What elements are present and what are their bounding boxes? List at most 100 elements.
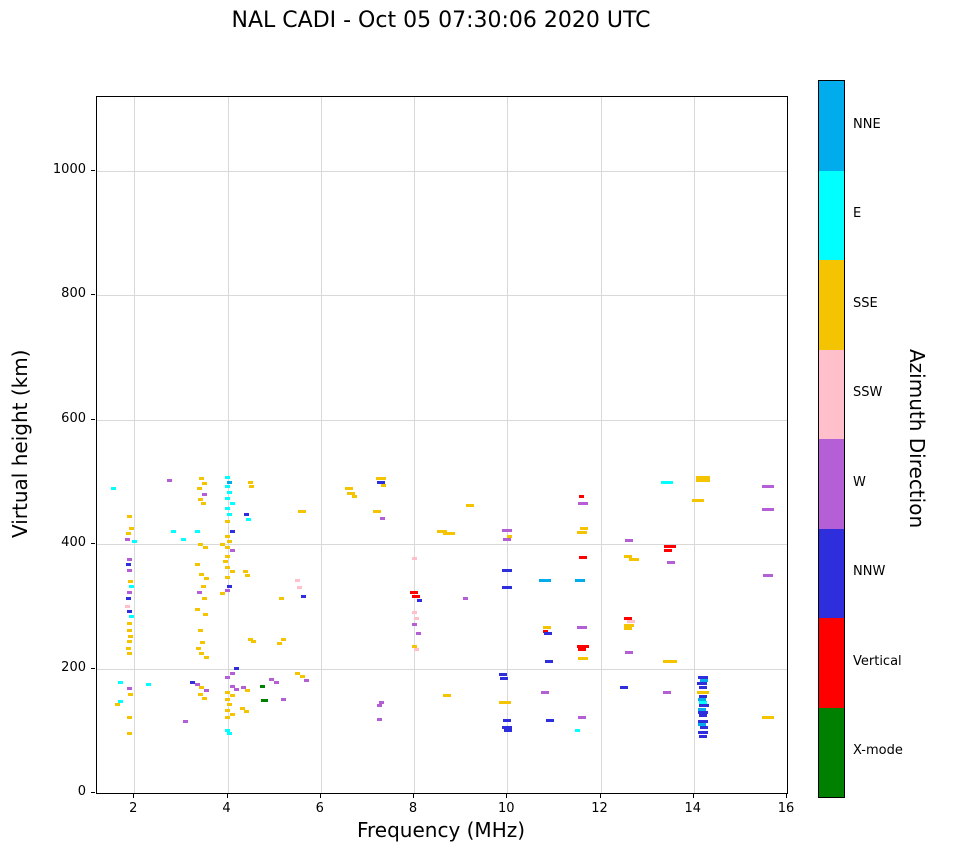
data-point (127, 622, 133, 626)
data-point (698, 719, 709, 723)
data-point (261, 699, 269, 703)
data-point (625, 650, 634, 654)
data-point (700, 678, 708, 682)
gridline (97, 419, 787, 421)
data-point (417, 598, 423, 602)
data-point (344, 486, 353, 490)
data-point (503, 537, 512, 541)
data-point (577, 648, 586, 652)
data-point (225, 545, 231, 549)
data-point (225, 708, 231, 712)
data-point (411, 610, 417, 614)
data-point (202, 612, 208, 616)
data-point (698, 731, 709, 735)
data-point (577, 501, 588, 505)
data-point (273, 681, 279, 685)
data-point (225, 476, 231, 480)
colorbar-segment-nnw (819, 528, 844, 618)
data-point (574, 729, 580, 733)
data-point (442, 694, 451, 698)
data-point (243, 513, 249, 517)
data-point (225, 496, 231, 500)
data-point (411, 622, 417, 626)
data-point (243, 710, 249, 714)
data-point (190, 680, 196, 684)
data-point (229, 672, 235, 676)
data-point (376, 476, 387, 480)
colorbar-label-w: W (853, 474, 866, 490)
data-point (378, 700, 384, 704)
colorbar-segment-x-mode (819, 707, 844, 797)
y-tick-label: 200 (61, 659, 86, 675)
data-point (248, 480, 254, 484)
data-point (225, 698, 231, 702)
colorbar-segment-e (819, 170, 844, 260)
data-point (197, 486, 203, 490)
data-point (411, 557, 417, 560)
x-tick-label: 8 (408, 801, 418, 816)
data-point (127, 591, 133, 595)
data-point (410, 591, 419, 595)
data-point (227, 491, 233, 495)
data-point (227, 513, 233, 517)
x-tick-label: 10 (497, 801, 515, 816)
gridline (97, 544, 787, 546)
data-point (696, 476, 711, 480)
data-point (269, 678, 275, 682)
data-point (126, 562, 132, 566)
data-point (699, 714, 708, 718)
data-point (166, 479, 172, 483)
data-point (351, 495, 357, 499)
data-point (546, 719, 555, 723)
data-point (225, 576, 231, 580)
data-point (540, 691, 549, 695)
data-point (127, 558, 133, 562)
data-point (698, 675, 709, 679)
data-point (229, 684, 235, 688)
data-point (698, 707, 707, 711)
data-point (413, 616, 419, 620)
data-point (229, 530, 235, 534)
data-point (699, 734, 708, 738)
data-point (229, 570, 235, 574)
data-point (171, 530, 177, 534)
data-point (127, 514, 133, 518)
data-point (294, 579, 300, 583)
gridline (414, 97, 416, 793)
data-point (194, 563, 200, 567)
x-tick-label: 16 (777, 801, 795, 816)
data-point (239, 706, 245, 710)
data-point (222, 560, 228, 564)
data-point (194, 683, 200, 687)
chart-title: NAL CADI - Oct 05 07:30:06 2020 UTC (231, 8, 651, 33)
data-point (629, 557, 640, 561)
x-tick-mark (692, 794, 694, 798)
gridline (320, 97, 322, 793)
data-point (244, 688, 250, 692)
data-point (412, 594, 421, 598)
data-point (127, 732, 133, 736)
data-point (200, 502, 206, 506)
data-point (280, 637, 286, 641)
data-point (545, 660, 554, 664)
data-point (129, 527, 135, 531)
data-point (699, 685, 708, 689)
data-point (124, 604, 130, 608)
data-point (225, 691, 231, 695)
data-point (199, 640, 205, 644)
data-point (297, 585, 303, 589)
x-tick-mark (226, 794, 228, 798)
data-point (117, 680, 123, 684)
x-axis-label: Frequency (MHz) (356, 818, 526, 842)
data-point (692, 498, 705, 502)
data-point (229, 694, 235, 698)
data-point (294, 672, 300, 676)
data-point (576, 626, 587, 630)
x-tick-label: 2 (129, 801, 138, 816)
data-point (543, 630, 548, 634)
y-tick-mark (91, 667, 95, 669)
data-point (413, 648, 419, 652)
colorbar-segment-nne (819, 81, 844, 171)
data-point (442, 531, 455, 535)
data-point (664, 545, 677, 549)
